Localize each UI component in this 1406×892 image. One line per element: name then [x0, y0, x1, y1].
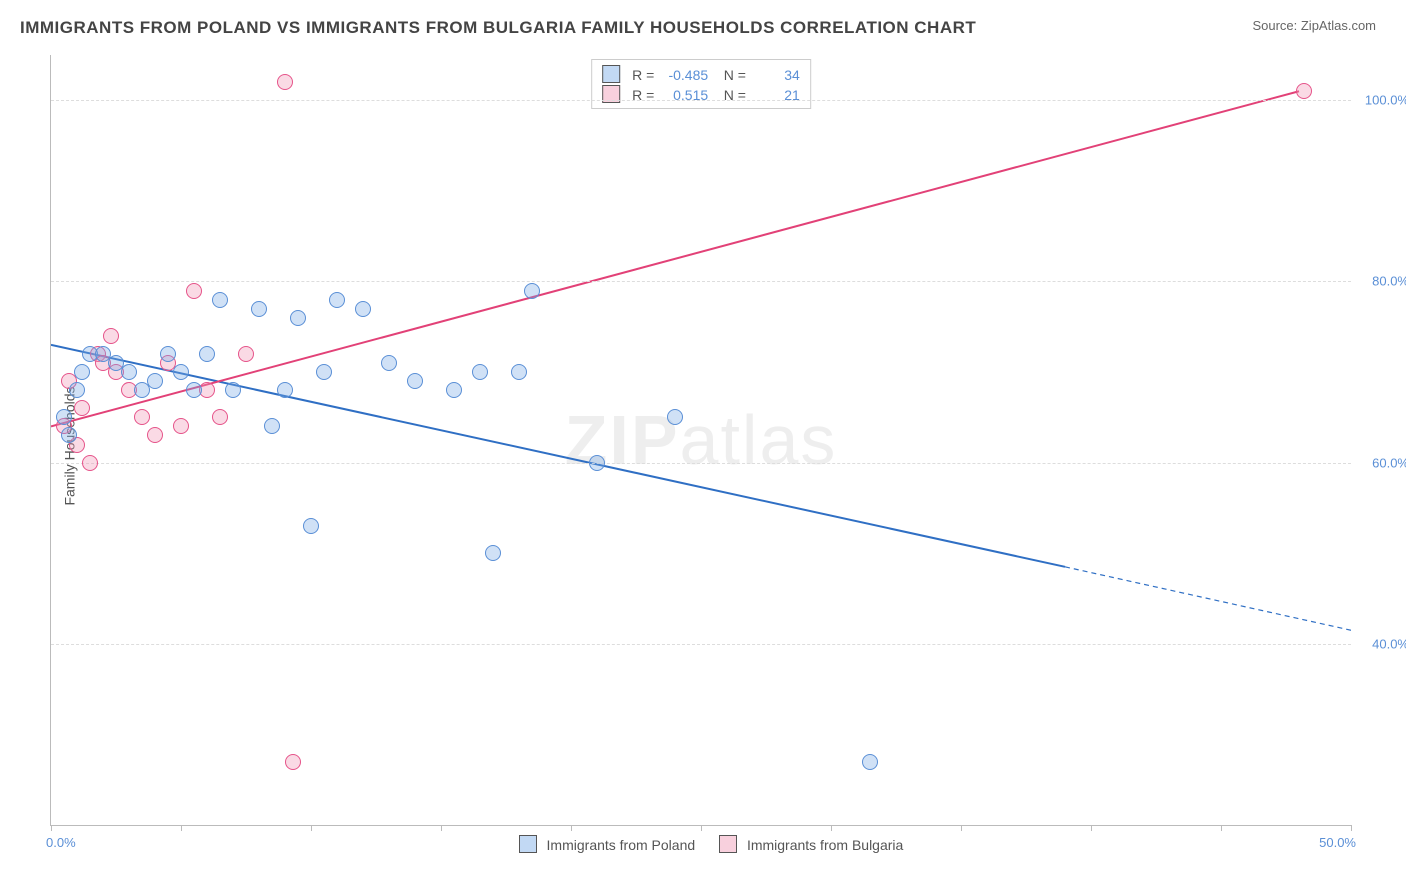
source-label: Source: ZipAtlas.com [1252, 18, 1376, 33]
data-point [381, 355, 397, 371]
data-point [407, 373, 423, 389]
data-point [225, 382, 241, 398]
data-point [446, 382, 462, 398]
chart-container: IMMIGRANTS FROM POLAND VS IMMIGRANTS FRO… [0, 0, 1406, 892]
y-tick-label: 60.0% [1372, 455, 1406, 470]
data-point [74, 400, 90, 416]
data-point [147, 427, 163, 443]
x-tick-mark [311, 825, 312, 831]
swatch-poland-icon [519, 835, 537, 853]
data-point [290, 310, 306, 326]
plot-area: ZIPatlas R = -0.485 N = 34 R = 0.515 N =… [50, 55, 1351, 826]
data-point [61, 427, 77, 443]
watermark-bold: ZIP [565, 401, 680, 479]
x-tick-mark [961, 825, 962, 831]
data-point [69, 382, 85, 398]
watermark-thin: atlas [680, 401, 838, 479]
y-tick-label: 40.0% [1372, 636, 1406, 651]
data-point [524, 283, 540, 299]
data-point [82, 455, 98, 471]
data-point [511, 364, 527, 380]
data-point [303, 518, 319, 534]
x-tick-label-min: 0.0% [46, 835, 76, 850]
data-point [329, 292, 345, 308]
gridline [51, 463, 1351, 464]
x-tick-mark [831, 825, 832, 831]
x-tick-mark [441, 825, 442, 831]
watermark: ZIPatlas [565, 400, 838, 480]
x-tick-mark [1351, 825, 1352, 831]
data-point [1296, 83, 1312, 99]
x-tick-mark [1221, 825, 1222, 831]
swatch-bulgaria-icon [719, 835, 737, 853]
x-tick-mark [51, 825, 52, 831]
data-point [160, 346, 176, 362]
data-point [199, 346, 215, 362]
data-point [277, 74, 293, 90]
data-point [238, 346, 254, 362]
data-point [56, 409, 72, 425]
data-point [212, 409, 228, 425]
data-point [173, 418, 189, 434]
x-tick-mark [181, 825, 182, 831]
data-point [285, 754, 301, 770]
r-value-poland: -0.485 [658, 67, 708, 83]
data-point [134, 409, 150, 425]
data-point [103, 328, 119, 344]
chart-title: IMMIGRANTS FROM POLAND VS IMMIGRANTS FRO… [20, 18, 976, 38]
data-point [186, 283, 202, 299]
data-point [74, 364, 90, 380]
data-point [173, 364, 189, 380]
legend-row-poland: R = -0.485 N = 34 [602, 64, 800, 84]
data-point [355, 301, 371, 317]
x-tick-mark [701, 825, 702, 831]
correlation-legend: R = -0.485 N = 34 R = 0.515 N = 21 [591, 59, 811, 109]
x-tick-label-max: 50.0% [1319, 835, 1356, 850]
y-tick-label: 80.0% [1372, 274, 1406, 289]
gridline [51, 100, 1351, 101]
gridline [51, 644, 1351, 645]
x-tick-mark [571, 825, 572, 831]
data-point [472, 364, 488, 380]
data-point [264, 418, 280, 434]
n-value-poland: 34 [750, 67, 800, 83]
x-tick-mark [1091, 825, 1092, 831]
data-point [147, 373, 163, 389]
gridline [51, 281, 1351, 282]
series-label-poland: Immigrants from Poland [547, 837, 696, 853]
data-point [251, 301, 267, 317]
data-point [862, 754, 878, 770]
data-point [485, 545, 501, 561]
y-tick-label: 100.0% [1365, 93, 1406, 108]
series-label-bulgaria: Immigrants from Bulgaria [747, 837, 903, 853]
data-point [589, 455, 605, 471]
data-point [186, 382, 202, 398]
data-point [277, 382, 293, 398]
r-label: R = [632, 67, 654, 83]
data-point [316, 364, 332, 380]
data-point [212, 292, 228, 308]
data-point [121, 364, 137, 380]
data-point [667, 409, 683, 425]
n-label: N = [724, 67, 746, 83]
series-legend: Immigrants from Poland Immigrants from B… [51, 835, 1351, 853]
swatch-poland-icon [602, 65, 620, 83]
